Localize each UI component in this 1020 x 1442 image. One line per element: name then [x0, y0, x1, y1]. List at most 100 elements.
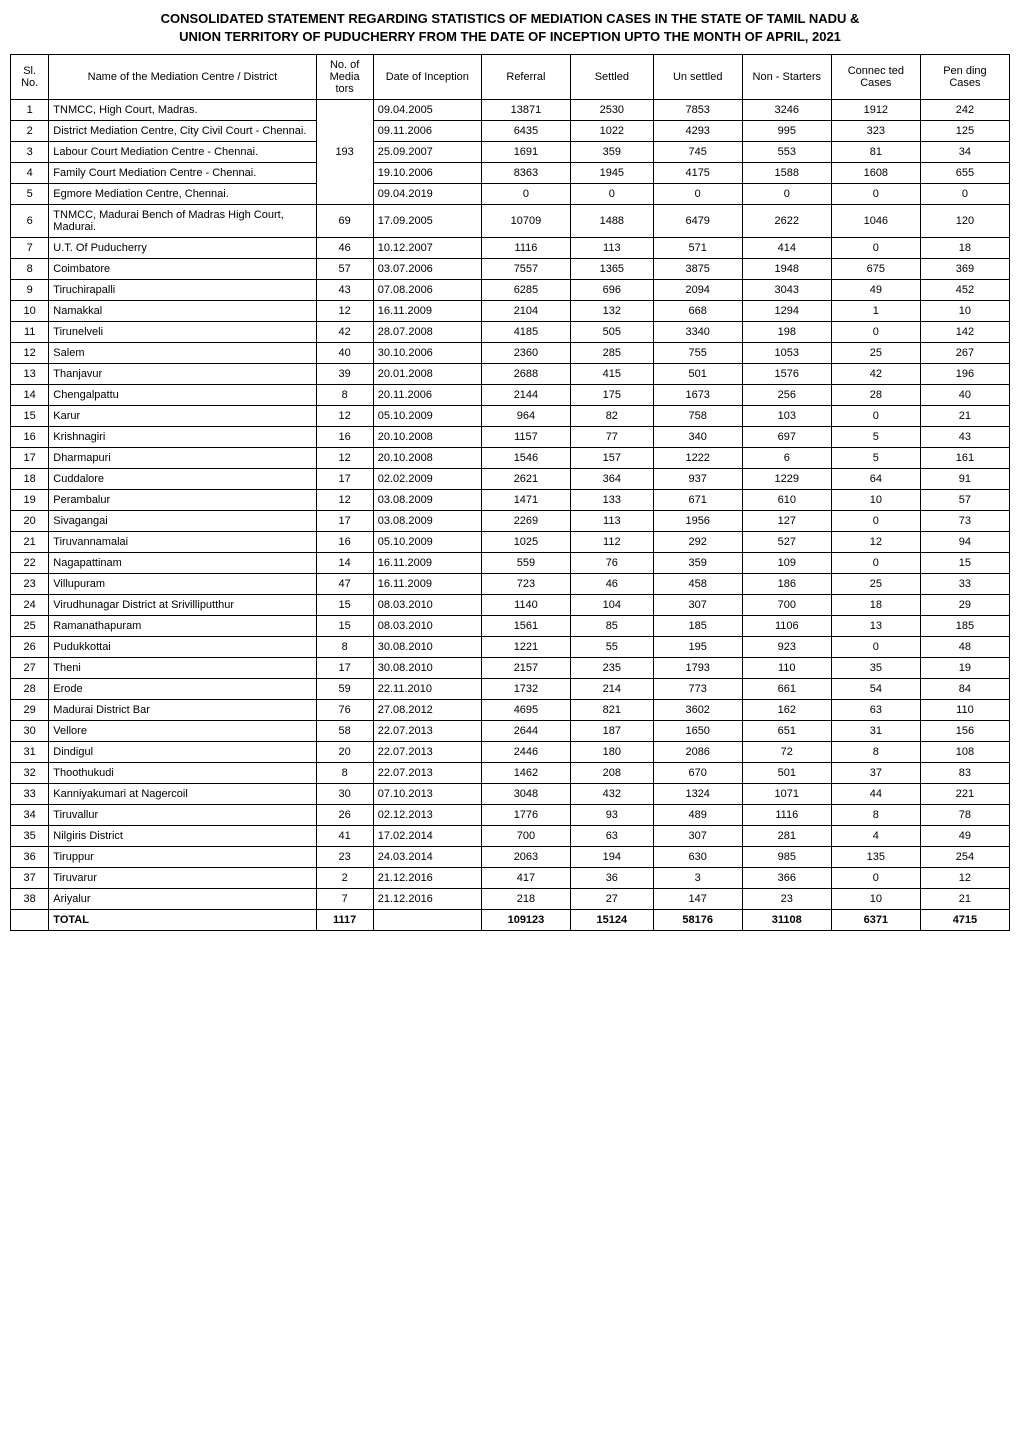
cell-sl-no: 13: [11, 364, 49, 385]
cell-referral: 2269: [481, 511, 570, 532]
table-row: 28Erode5922.11.201017322147736615484: [11, 679, 1010, 700]
table-row: 14Chengalpattu820.11.2006214417516732562…: [11, 385, 1010, 406]
cell-pending: 73: [920, 511, 1009, 532]
cell-settled: 415: [570, 364, 653, 385]
cell-nonstarters: 1106: [742, 616, 831, 637]
cell-unsettled: 1793: [653, 658, 742, 679]
cell-name: Dharmapuri: [49, 448, 316, 469]
cell-pending: 91: [920, 469, 1009, 490]
cell-referral: 1546: [481, 448, 570, 469]
cell-sl-no: 8: [11, 259, 49, 280]
cell-sl-no: 32: [11, 763, 49, 784]
cell-mediators: 8: [316, 637, 373, 658]
table-row: 9Tiruchirapalli4307.08.20066285696209430…: [11, 280, 1010, 301]
cell-date: 09.11.2006: [373, 121, 481, 142]
table-row: 6TNMCC, Madurai Bench of Madras High Cou…: [11, 205, 1010, 238]
cell-unsettled: 773: [653, 679, 742, 700]
cell-settled: 194: [570, 847, 653, 868]
cell-connected: 5: [831, 427, 920, 448]
table-row: 13Thanjavur3920.01.200826884155011576421…: [11, 364, 1010, 385]
header-connected: Connec ted Cases: [831, 55, 920, 100]
cell-sl-no: 1: [11, 100, 49, 121]
cell-referral: 1116: [481, 238, 570, 259]
header-pending: Pen ding Cases: [920, 55, 1009, 100]
cell-connected: 44: [831, 784, 920, 805]
cell-date: 21.12.2016: [373, 868, 481, 889]
cell-date: 08.03.2010: [373, 595, 481, 616]
cell-date: 20.11.2006: [373, 385, 481, 406]
cell-name: Vellore: [49, 721, 316, 742]
cell-date: 03.08.2009: [373, 511, 481, 532]
cell-connected: 0: [831, 322, 920, 343]
cell-date: 07.08.2006: [373, 280, 481, 301]
cell-settled: 696: [570, 280, 653, 301]
cell-referral: 6435: [481, 121, 570, 142]
cell-referral: 1561: [481, 616, 570, 637]
table-row: 27Theni1730.08.2010215723517931103519: [11, 658, 1010, 679]
cell-sl-no: 19: [11, 490, 49, 511]
cell-pending: 48: [920, 637, 1009, 658]
cell-referral: 2644: [481, 721, 570, 742]
cell-unsettled: 4175: [653, 163, 742, 184]
cell-nonstarters: 923: [742, 637, 831, 658]
cell-referral: 4185: [481, 322, 570, 343]
cell-pending: 40: [920, 385, 1009, 406]
cell-mediators-merged: 193: [316, 100, 373, 205]
cell-mediators: 76: [316, 700, 373, 721]
table-row: 18Cuddalore1702.02.200926213649371229649…: [11, 469, 1010, 490]
cell-name: Tiruvarur: [49, 868, 316, 889]
table-row: 23Villupuram4716.11.2009723464581862533: [11, 574, 1010, 595]
cell-unsettled: 1222: [653, 448, 742, 469]
cell-unsettled: 7853: [653, 100, 742, 121]
cell-unsettled: 3: [653, 868, 742, 889]
cell-connected: 10: [831, 490, 920, 511]
table-row: 16Krishnagiri1620.10.2008115777340697543: [11, 427, 1010, 448]
cell-connected: 18: [831, 595, 920, 616]
cell-connected: 63: [831, 700, 920, 721]
cell-nonstarters: 109: [742, 553, 831, 574]
cell-nonstarters: 1576: [742, 364, 831, 385]
cell-connected: 37: [831, 763, 920, 784]
cell-unsettled: 3875: [653, 259, 742, 280]
cell-mediators: 15: [316, 616, 373, 637]
cell-mediators: 8: [316, 385, 373, 406]
cell-pending: 33: [920, 574, 1009, 595]
cell-mediators: 39: [316, 364, 373, 385]
cell-settled: 359: [570, 142, 653, 163]
cell-sl-no: 15: [11, 406, 49, 427]
cell-nonstarters: 501: [742, 763, 831, 784]
cell-mediators: 16: [316, 532, 373, 553]
cell-connected: 1046: [831, 205, 920, 238]
cell-name: Pudukkottai: [49, 637, 316, 658]
cell-settled: 112: [570, 532, 653, 553]
cell-nonstarters: 697: [742, 427, 831, 448]
cell-connected: 0: [831, 184, 920, 205]
cell-date: 25.09.2007: [373, 142, 481, 163]
cell-nonstarters: 6: [742, 448, 831, 469]
cell-pending: 34: [920, 142, 1009, 163]
table-row: 22Nagapattinam1416.11.200955976359109015: [11, 553, 1010, 574]
cell-pending: 84: [920, 679, 1009, 700]
cell-connected: 42: [831, 364, 920, 385]
cell-pending: 19: [920, 658, 1009, 679]
cell-nonstarters: 366: [742, 868, 831, 889]
cell-nonstarters: 1053: [742, 343, 831, 364]
cell-connected: 0: [831, 406, 920, 427]
cell-settled: 104: [570, 595, 653, 616]
cell-name: District Mediation Centre, City Civil Co…: [49, 121, 316, 142]
cell-referral: 2446: [481, 742, 570, 763]
cell-pending: 78: [920, 805, 1009, 826]
cell-sl-no: 29: [11, 700, 49, 721]
cell-referral: 1221: [481, 637, 570, 658]
table-body: 1TNMCC, High Court, Madras.19309.04.2005…: [11, 100, 1010, 931]
cell-settled: 235: [570, 658, 653, 679]
cell-connected: 8: [831, 805, 920, 826]
cell-mediators: 14: [316, 553, 373, 574]
header-name: Name of the Mediation Centre / District: [49, 55, 316, 100]
cell-name: Salem: [49, 343, 316, 364]
cell-referral: 0: [481, 184, 570, 205]
cell-referral: 8363: [481, 163, 570, 184]
cell-mediators: 46: [316, 238, 373, 259]
cell-mediators: 7: [316, 889, 373, 910]
cell-unsettled: 340: [653, 427, 742, 448]
